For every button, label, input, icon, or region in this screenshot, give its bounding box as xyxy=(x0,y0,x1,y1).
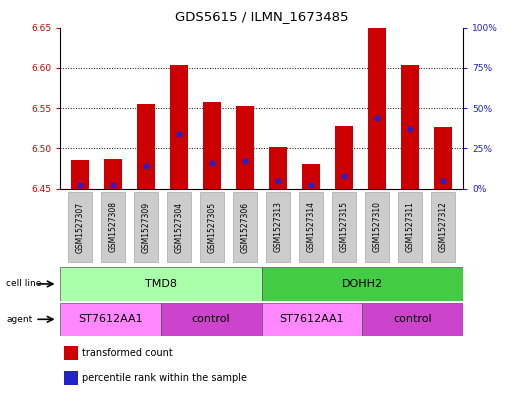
Text: DOHH2: DOHH2 xyxy=(342,279,383,289)
FancyBboxPatch shape xyxy=(365,192,389,262)
Bar xyxy=(401,64,419,189)
FancyBboxPatch shape xyxy=(233,192,257,262)
Text: percentile rank within the sample: percentile rank within the sample xyxy=(82,373,247,383)
Bar xyxy=(362,303,463,336)
Bar xyxy=(71,160,89,189)
Bar xyxy=(60,303,161,336)
Text: control: control xyxy=(192,314,231,324)
Bar xyxy=(302,165,320,189)
Text: GSM1527305: GSM1527305 xyxy=(208,201,217,253)
Text: GSM1527313: GSM1527313 xyxy=(274,202,282,252)
Bar xyxy=(262,303,362,336)
Text: cell line: cell line xyxy=(6,279,42,288)
Text: GSM1527308: GSM1527308 xyxy=(108,202,118,252)
Bar xyxy=(60,267,262,301)
Text: GSM1527309: GSM1527309 xyxy=(141,201,151,253)
Text: agent: agent xyxy=(6,315,32,324)
Bar xyxy=(236,106,254,189)
Bar xyxy=(262,267,463,301)
Bar xyxy=(335,126,353,189)
Text: GSM1527312: GSM1527312 xyxy=(439,202,448,252)
Text: ST7612AA1: ST7612AA1 xyxy=(279,314,344,324)
FancyBboxPatch shape xyxy=(200,192,224,262)
Bar xyxy=(170,65,188,189)
Text: ST7612AA1: ST7612AA1 xyxy=(78,314,143,324)
FancyBboxPatch shape xyxy=(101,192,125,262)
Text: GSM1527306: GSM1527306 xyxy=(241,201,249,253)
FancyBboxPatch shape xyxy=(134,192,158,262)
FancyBboxPatch shape xyxy=(431,192,455,262)
Text: GSM1527311: GSM1527311 xyxy=(405,202,415,252)
Bar xyxy=(104,159,122,189)
FancyBboxPatch shape xyxy=(266,192,290,262)
FancyBboxPatch shape xyxy=(398,192,422,262)
Text: GSM1527304: GSM1527304 xyxy=(175,201,184,253)
Bar xyxy=(137,104,155,189)
Text: transformed count: transformed count xyxy=(82,348,173,358)
Bar xyxy=(368,28,386,189)
Text: GSM1527314: GSM1527314 xyxy=(306,202,315,252)
Text: GSM1527307: GSM1527307 xyxy=(75,201,84,253)
Text: TMD8: TMD8 xyxy=(145,279,177,289)
Bar xyxy=(269,147,287,189)
FancyBboxPatch shape xyxy=(167,192,191,262)
FancyBboxPatch shape xyxy=(299,192,323,262)
Text: GDS5615 / ILMN_1673485: GDS5615 / ILMN_1673485 xyxy=(175,10,348,23)
Bar xyxy=(203,103,221,189)
FancyBboxPatch shape xyxy=(68,192,92,262)
Bar xyxy=(434,127,452,189)
Text: control: control xyxy=(393,314,432,324)
Bar xyxy=(64,346,78,360)
Bar xyxy=(64,371,78,385)
FancyBboxPatch shape xyxy=(332,192,356,262)
Text: GSM1527310: GSM1527310 xyxy=(372,202,382,252)
Bar xyxy=(161,303,262,336)
Text: GSM1527315: GSM1527315 xyxy=(339,202,348,252)
